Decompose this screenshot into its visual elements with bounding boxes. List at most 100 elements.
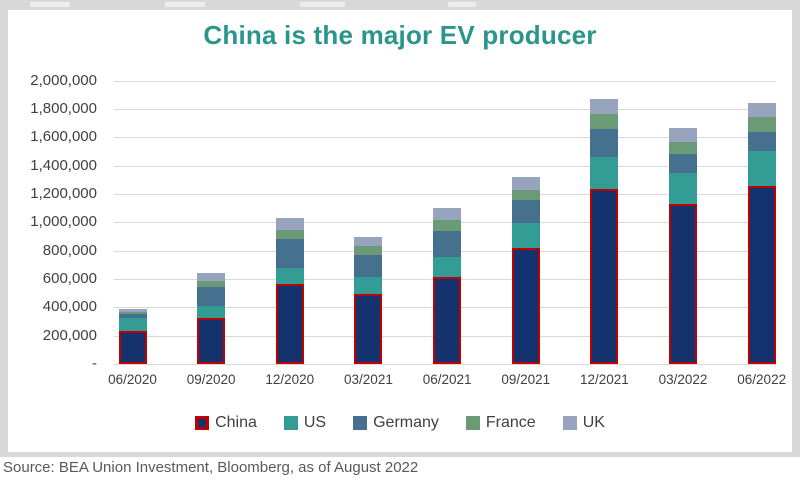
bar-segment-uk <box>197 273 226 282</box>
gridline <box>114 364 776 365</box>
legend-label: France <box>485 414 536 431</box>
bar-segment-china <box>669 204 698 364</box>
gridline <box>114 165 776 167</box>
bar-segment-france <box>669 141 698 155</box>
bar-segment-uk <box>118 309 147 312</box>
bar-segment-china <box>197 317 226 364</box>
bar-segment-germany <box>590 128 619 158</box>
legend-swatch-us <box>283 416 298 430</box>
bar-segment-france <box>747 117 776 132</box>
bar-segment-france <box>118 311 147 315</box>
legend-item-france: France <box>465 414 536 432</box>
gridline <box>114 80 776 82</box>
cropped-text-remnant <box>300 2 345 7</box>
bar-segment-germany <box>354 255 383 277</box>
bar-segment-germany <box>669 154 698 174</box>
bar-segment-uk <box>747 103 776 118</box>
x-tick-label: 06/2021 <box>422 372 472 387</box>
bar-segment-france <box>590 113 619 129</box>
bar-segment-france <box>354 245 383 256</box>
bar-segment-us <box>747 150 776 187</box>
y-tick-label: 1,800,000 <box>30 99 97 117</box>
y-tick-label: 1,400,000 <box>30 156 97 174</box>
x-tick-label: 06/2022 <box>737 372 787 387</box>
bar-segment-us <box>275 267 304 284</box>
bar-segment-germany <box>197 286 226 306</box>
legend: China US Germany France UK <box>8 414 792 432</box>
legend-label: Germany <box>373 414 439 431</box>
bar-segment-uk <box>511 177 540 190</box>
x-tick-label: 12/2021 <box>579 372 629 387</box>
y-tick-label: 1,600,000 <box>30 128 97 146</box>
legend-swatch-uk <box>562 416 577 430</box>
y-tick-label: 800,000 <box>42 241 97 259</box>
gridline <box>114 137 776 139</box>
legend-swatch-china <box>195 416 210 430</box>
legend-item-germany: Germany <box>353 414 439 432</box>
bar-stack-03-2022 <box>669 127 698 364</box>
legend-item-uk: UK <box>562 414 605 432</box>
bar-segment-france <box>511 189 540 200</box>
bar-segment-uk <box>354 236 383 246</box>
x-tick-label: 06/2020 <box>108 372 157 387</box>
bar-segment-france <box>433 220 462 231</box>
legend-swatch-germany <box>353 416 368 430</box>
bar-segment-us <box>433 256 462 277</box>
cropped-text-remnant <box>30 2 70 7</box>
chart-title: China is the major EV producer <box>203 20 597 50</box>
bar-stack-09-2021 <box>511 177 540 364</box>
bar-segment-germany <box>275 238 304 268</box>
cropped-text-remnant <box>448 2 476 7</box>
x-tick-label: 09/2021 <box>501 372 551 387</box>
bar-segment-france <box>275 230 304 239</box>
gridline <box>114 108 776 110</box>
x-tick-label: 03/2021 <box>344 372 393 387</box>
bar-segment-us <box>118 318 147 331</box>
legend-label: China <box>215 414 257 431</box>
x-tick-label: 03/2022 <box>658 372 708 387</box>
legend-item-us: US <box>283 414 327 432</box>
bar-segment-china <box>118 330 147 364</box>
bar-segment-china <box>590 188 619 364</box>
cropped-text-remnant <box>165 2 205 7</box>
gridline <box>114 193 776 195</box>
y-tick-label: 2,000,000 <box>30 71 97 89</box>
x-tick-label: 09/2020 <box>186 372 236 387</box>
legend-label: UK <box>582 414 605 431</box>
legend-item-china: China <box>195 414 257 432</box>
bar-segment-china <box>433 276 462 364</box>
y-tick-label: - <box>92 355 97 372</box>
y-tick-label: 200,000 <box>42 326 97 344</box>
source-caption: Source: BEA Union Investment, Bloomberg,… <box>3 459 419 476</box>
bar-stack-03-2021 <box>354 236 383 364</box>
bar-stack-06-2022 <box>747 103 776 364</box>
x-tick-label: 12/2020 <box>265 372 315 387</box>
bar-segment-france <box>197 281 226 287</box>
bar-segment-china <box>275 283 304 364</box>
bar-segment-us <box>669 173 698 205</box>
bar-segment-us <box>590 157 619 189</box>
legend-label: US <box>303 414 327 431</box>
bar-segment-germany <box>118 314 147 319</box>
bar-segment-china <box>511 247 540 364</box>
bar-segment-germany <box>747 131 776 151</box>
plot-area: - 200,000 400,000 600,000 800,000 1,000,000 1,… <box>8 10 792 410</box>
bar-stack-12-2021 <box>590 98 619 364</box>
legend-swatch-france <box>465 416 480 430</box>
bar-stack-09-2020 <box>197 273 226 364</box>
bar-segment-us <box>197 305 226 318</box>
bar-segment-uk <box>275 217 304 231</box>
bar-segment-china <box>747 186 776 364</box>
bar-segment-uk <box>433 207 462 221</box>
bar-stack-06-2020 <box>118 309 147 364</box>
y-tick-label: 1,200,000 <box>30 184 97 202</box>
chart-panel: China is the major EV producer - 200,000 4… <box>8 10 792 452</box>
bar-segment-uk <box>590 98 619 114</box>
bar-segment-us <box>354 276 383 294</box>
bar-segment-germany <box>433 230 462 257</box>
y-tick-label: 1,000,000 <box>30 213 97 231</box>
bar-segment-uk <box>669 127 698 142</box>
y-tick-label: 400,000 <box>42 298 97 316</box>
bar-segment-germany <box>511 199 540 224</box>
